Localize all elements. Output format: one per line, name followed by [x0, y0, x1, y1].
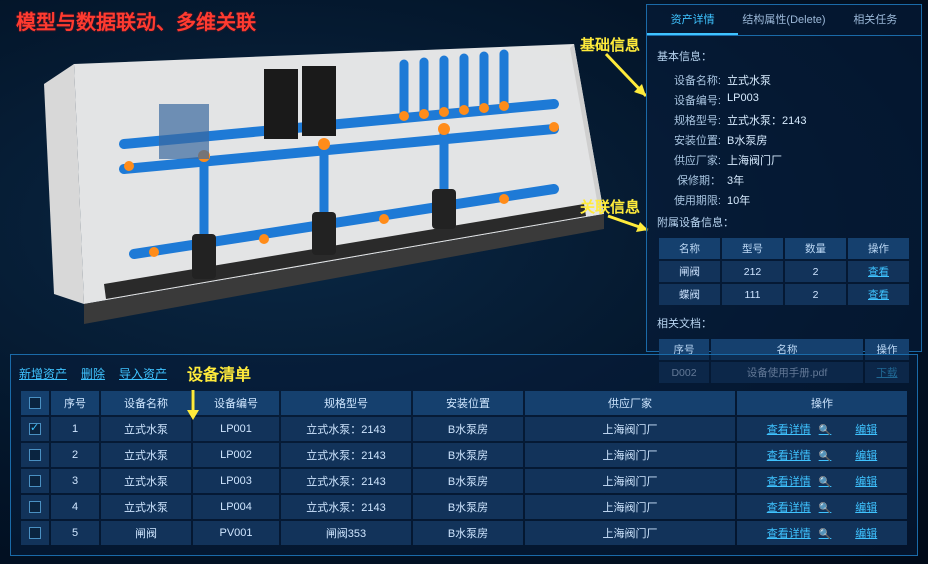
info-label: 使用期限: — [657, 192, 721, 208]
info-value: B水泵房 — [721, 132, 911, 148]
row-view-link[interactable]: 查看详情🔍 — [767, 476, 839, 488]
detail-tabs: 资产详情 结构属性(Delete) 相关任务 — [647, 5, 921, 36]
info-value: 立式水泵 — [721, 72, 911, 88]
arrow-device-list — [184, 388, 202, 422]
table-row[interactable]: 4立式水泵LP004立式水泵：2143B水泵房上海阀门厂查看详情🔍编辑 — [21, 495, 907, 519]
info-value: 3年 — [721, 172, 911, 188]
info-label: 设备名称: — [657, 72, 721, 88]
table-row[interactable]: 2立式水泵LP002立式水泵：2143B水泵房上海阀门厂查看详情🔍编辑 — [21, 443, 907, 467]
action-add-asset[interactable]: 新增资产 — [19, 365, 67, 382]
asset-list-panel: 新增资产 删除 导入资产 设备清单 序号设备名称设备编号规格型号安装位置供应厂家… — [10, 354, 918, 556]
row-checkbox[interactable] — [29, 449, 41, 461]
parts-view-link[interactable]: 查看 — [848, 261, 909, 282]
info-value: LP003 — [721, 92, 911, 108]
info-value: 立式水泵：2143 — [721, 112, 911, 128]
row-edit-link[interactable]: 编辑 — [855, 476, 877, 488]
info-value: 10年 — [721, 192, 911, 208]
info-label: 供应厂家: — [657, 152, 721, 168]
info-label: 保修期： — [657, 172, 721, 188]
row-view-link[interactable]: 查看详情🔍 — [767, 502, 839, 514]
row-view-link[interactable]: 查看详情🔍 — [767, 528, 839, 540]
row-edit-link[interactable]: 编辑 — [855, 502, 877, 514]
section-docs: 相关文档： — [657, 315, 911, 331]
section-parts: 附属设备信息： — [657, 214, 911, 230]
action-import[interactable]: 导入资产 — [119, 365, 167, 382]
table-row[interactable]: 5闸阀PV001闸阀353B水泵房上海阀门厂查看详情🔍编辑 — [21, 521, 907, 545]
table-row[interactable]: 3立式水泵LP003立式水泵：2143B水泵房上海阀门厂查看详情🔍编辑 — [21, 469, 907, 493]
row-edit-link[interactable]: 编辑 — [855, 528, 877, 540]
parts-table: 名称型号数量操作 闸阀2122查看蝶阀1112查看 — [657, 236, 911, 307]
row-view-link[interactable]: 查看详情🔍 — [767, 424, 839, 436]
row-view-link[interactable]: 查看详情🔍 — [767, 450, 839, 462]
row-checkbox[interactable] — [29, 527, 41, 539]
list-actions: 新增资产 删除 导入资产 设备清单 — [19, 361, 909, 385]
annotation-device-list: 设备清单 — [187, 361, 251, 385]
tab-structure[interactable]: 结构属性(Delete) — [738, 5, 829, 35]
row-checkbox[interactable] — [29, 501, 41, 513]
tab-tasks[interactable]: 相关任务 — [830, 5, 921, 35]
row-checkbox[interactable] — [29, 475, 41, 487]
asset-table: 序号设备名称设备编号规格型号安装位置供应厂家操作 1立式水泵LP001立式水泵：… — [19, 389, 909, 547]
3d-viewport[interactable] — [14, 24, 634, 354]
info-label: 设备编号: — [657, 92, 721, 108]
row-edit-link[interactable]: 编辑 — [855, 450, 877, 462]
info-label: 规格型号: — [657, 112, 721, 128]
table-row[interactable]: 1立式水泵LP001立式水泵：2143B水泵房上海阀门厂查看详情🔍编辑 — [21, 417, 907, 441]
row-checkbox[interactable] — [29, 423, 41, 435]
row-edit-link[interactable]: 编辑 — [855, 424, 877, 436]
tab-asset-detail[interactable]: 资产详情 — [647, 5, 738, 35]
info-value: 上海阀门厂 — [721, 152, 911, 168]
section-basic: 基本信息： — [657, 48, 911, 64]
detail-panel: 资产详情 结构属性(Delete) 相关任务 基本信息： 设备名称:立式水泵设备… — [646, 4, 922, 352]
info-label: 安装位置: — [657, 132, 721, 148]
select-all-checkbox[interactable] — [29, 397, 41, 409]
action-delete[interactable]: 删除 — [81, 365, 105, 382]
parts-view-link[interactable]: 查看 — [848, 284, 909, 305]
